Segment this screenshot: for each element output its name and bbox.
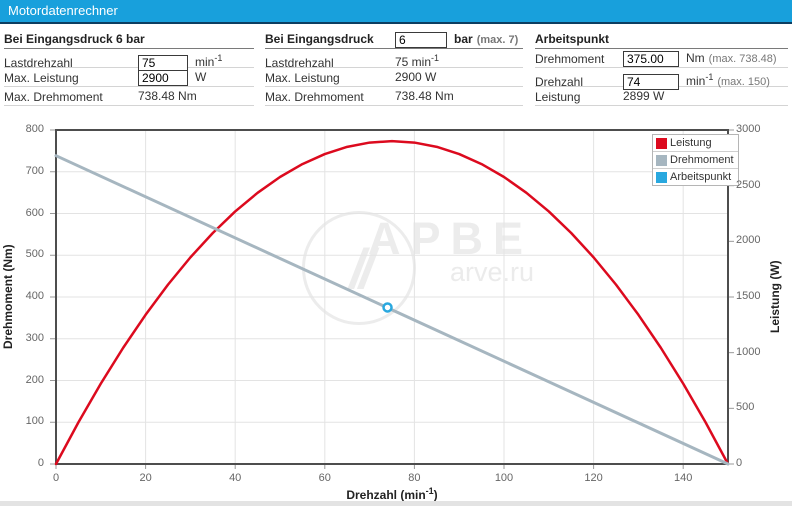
lastdrehzahl-label: Lastdrehzahl — [265, 55, 334, 70]
y-left-tick-label: 500 — [25, 248, 44, 261]
drehzahl-unit: min-1 — [686, 72, 714, 88]
legend-label: Arbeitspunkt — [670, 171, 732, 183]
max-leistung-label: Max. Leistung — [265, 70, 340, 85]
bottom-scroll-strip — [0, 501, 792, 506]
drehzahl-max-note: (max. 150) — [717, 76, 770, 88]
x-tick-label: 0 — [52, 472, 60, 484]
legend-label: Drehmoment — [670, 154, 734, 166]
eingangsdruck-input[interactable] — [395, 31, 447, 48]
drehzahl-input[interactable] — [623, 73, 679, 90]
arbeitspunkt-marker — [382, 302, 393, 313]
table-row: Drehzahl min-1(max. 150) — [535, 68, 788, 90]
x-tick-label: 40 — [229, 472, 242, 484]
x-tick-label: 140 — [674, 472, 693, 484]
page-title: Motordatenrechner — [8, 3, 118, 18]
header-bar: Motordatenrechner — [0, 0, 792, 24]
drehmoment-unit: Nm — [686, 51, 705, 65]
chart-area: // АРВЕ arve.ru Drehmoment (Nm) Leistung… — [0, 123, 792, 502]
table-row: Lastdrehzahl min-1 — [4, 49, 254, 71]
x-axis-title: Drehzahl (min-1) — [346, 486, 438, 502]
y-right-tick-label: 2000 — [736, 234, 761, 247]
table-row: Drehmoment Nm(max. 738.48) — [535, 49, 788, 68]
x-tick-label: 100 — [494, 472, 514, 484]
panel-pressure-input: Bei Eingangsdruck bar(max. 7) Lastdrehzah… — [265, 30, 523, 106]
panel-right-heading: Arbeitspunkt — [535, 30, 788, 49]
legend-swatch-icon — [656, 137, 667, 149]
series-leistung-line — [54, 139, 730, 466]
chart-legend: Leistung Drehmoment Arbeitspunkt — [652, 134, 739, 186]
legend-swatch-icon — [656, 154, 667, 166]
plot-canvas — [50, 129, 734, 469]
y-left-tick-label: 600 — [25, 206, 44, 219]
legend-label: Leistung — [670, 137, 712, 149]
x-tick-label: 120 — [584, 472, 603, 484]
max-drehmoment-label: Max. Drehmoment — [4, 89, 103, 104]
panel-pressure-preset: Bei Eingangsdruck 6 bar Lastdrehzahl min-… — [4, 30, 254, 106]
legend-item-drehmoment: Drehmoment — [653, 152, 738, 169]
max-leistung-input[interactable] — [138, 69, 188, 86]
y-left-tick-label: 200 — [25, 373, 44, 386]
leistung-label: Leistung — [535, 89, 581, 104]
max-drehmoment-value: 738.48 Nm — [395, 89, 454, 103]
x-tick-label: 80 — [408, 472, 421, 484]
max-leistung-unit: W — [195, 70, 207, 84]
eingangsdruck-label: Bei Eingangsdruck — [265, 32, 374, 46]
drehmoment-max-note: (max. 738.48) — [708, 53, 777, 65]
x-tick-label: 20 — [139, 472, 152, 484]
table-row: Lastdrehzahl 75 min-1 — [265, 49, 523, 70]
table-row: Leistung 2899 W — [535, 87, 788, 106]
lastdrehzahl-value: 75 min-1 — [395, 53, 440, 69]
y-left-tick-label: 0 — [37, 457, 44, 469]
max-drehmoment-label: Max. Drehmoment — [265, 89, 364, 104]
table-row: Max. Drehmoment 738.48 Nm — [265, 87, 523, 106]
y-left-tick-label: 400 — [25, 290, 44, 302]
y-left-tick-label: 700 — [25, 164, 44, 177]
y-left-tick-label: 300 — [25, 331, 44, 344]
y-right-tick-label: 1000 — [736, 345, 761, 358]
y-right-tick-label: 0 — [736, 457, 743, 469]
drehzahl-label: Drehzahl — [535, 74, 584, 89]
data-panels: Bei Eingangsdruck 6 bar Lastdrehzahl min-… — [0, 30, 792, 116]
drehmoment-label: Drehmoment — [535, 51, 605, 66]
panel-middle-heading-row: Bei Eingangsdruck bar(max. 7) — [265, 30, 523, 49]
drehmoment-input[interactable] — [623, 50, 679, 67]
y-right-tick-label: 500 — [736, 401, 755, 414]
legend-item-arbeitspunkt: Arbeitspunkt — [653, 169, 738, 185]
eingangsdruck-max-note: (max. 7) — [476, 34, 519, 46]
table-row: Max. Drehmoment 738.48 Nm — [4, 87, 254, 106]
lastdrehzahl-label: Lastdrehzahl — [4, 55, 73, 70]
max-leistung-value: 2900 W — [395, 70, 437, 84]
legend-item-leistung: Leistung — [653, 135, 738, 152]
y-left-tick-label: 800 — [25, 123, 44, 135]
y-right-tick-label: 2500 — [736, 178, 761, 191]
max-leistung-label: Max. Leistung — [4, 70, 79, 85]
table-row: Max. Leistung 2900 W — [265, 68, 523, 87]
panel-arbeitspunkt: Arbeitspunkt Drehmoment Nm(max. 738.48) D… — [535, 30, 788, 106]
y-left-tick-label: 100 — [25, 415, 44, 428]
max-drehmoment-value: 738.48 Nm — [138, 89, 197, 103]
leistung-value: 2899 W — [623, 89, 665, 103]
plot-border — [55, 129, 729, 465]
eingangsdruck-unit: bar — [454, 32, 473, 46]
panel-left-heading: Bei Eingangsdruck 6 bar — [4, 30, 254, 49]
y-right-tick-label: 1500 — [736, 290, 761, 302]
table-row: Max. Leistung W — [4, 68, 254, 87]
legend-swatch-icon — [656, 171, 667, 183]
lastdrehzahl-input[interactable] — [138, 54, 188, 71]
y-right-tick-label: 3000 — [736, 123, 761, 135]
x-tick-label: 60 — [318, 472, 331, 484]
lastdrehzahl-unit: min-1 — [195, 53, 223, 69]
